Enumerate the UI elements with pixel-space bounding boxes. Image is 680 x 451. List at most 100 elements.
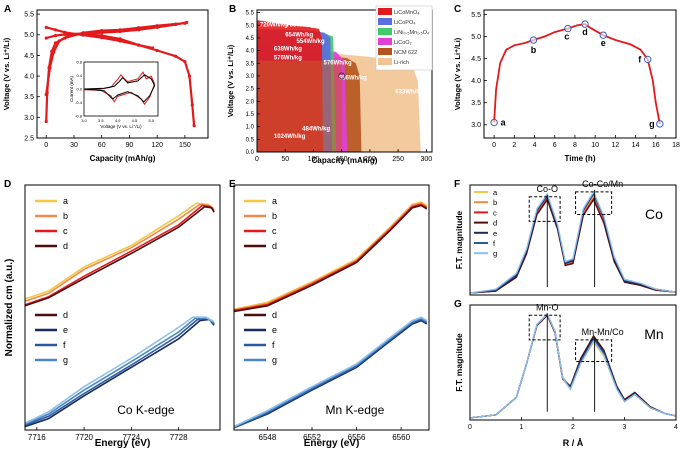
data-point [44, 93, 48, 97]
panel-e: E 6548 6552 6556 6560 Energy (eV) Mn K-edge abc… [229, 179, 430, 449]
panel-letter: F [454, 179, 460, 190]
y-axis-label: F.T. magnitude [454, 333, 464, 392]
data-point [174, 22, 178, 26]
xanes-xtick-label: 6548 [259, 433, 277, 442]
data-point [53, 28, 58, 32]
a-ytick-label: 2.5 [24, 135, 34, 142]
state-marker [564, 24, 572, 33]
x-axis-label: R / Å [563, 438, 584, 448]
x-axis-label: Capacity (mAh/g) [312, 156, 378, 165]
panel-d: D 7716 7720 7724 7728 Energy (eV) Normalized c… [4, 179, 221, 449]
legend-label: c [272, 226, 277, 236]
b-ytick-label: 5.5 [246, 11, 255, 17]
inset-xtick-label: 3.5 [98, 118, 104, 123]
xanes-spectrum [233, 318, 428, 429]
c-xtick-label: 10 [591, 142, 599, 149]
legend-label: d [272, 310, 277, 320]
energy-label: 554Wh/kg [297, 39, 325, 45]
plot-frame [256, 9, 433, 153]
c-xtick-label: 2 [512, 142, 516, 149]
a-ytick-label: 4.0 [24, 74, 34, 81]
data-point [81, 32, 85, 36]
legend-label: g [272, 355, 277, 365]
c-ytick-label: 5.0 [471, 34, 481, 41]
ft-xtick-label: 2 [571, 424, 575, 431]
c-ytick-label: 3.5 [471, 100, 481, 107]
inset-ytick-label: -0.4 [75, 100, 83, 105]
inset-xtick-label: 5.0 [148, 118, 154, 123]
inset-xtick-label: 4.0 [115, 118, 121, 123]
y-axis-label: Voltage (V vs. Li⁺/Li) [226, 44, 235, 117]
a-ytick-label: 4.5 [24, 53, 34, 60]
bond-label: Mn-Mn/Co [582, 327, 624, 337]
a-xtick-label: 0 [44, 142, 48, 149]
data-point [192, 124, 196, 128]
inset-ytick-label: -0.8 [75, 114, 83, 119]
c-ytick-label: 4.0 [471, 78, 481, 85]
xanes-xtick-label: 7720 [75, 433, 93, 442]
a-ytick-label: 3.0 [24, 115, 34, 122]
energy-label: 638Wh/kg [274, 47, 302, 53]
voltage-time-curve [493, 23, 661, 125]
xanes-spectrum [233, 319, 428, 429]
c-xtick-label: 18 [672, 142, 680, 149]
energy-label: 633Wh/kg [395, 90, 423, 96]
ft-spectrum [469, 190, 677, 294]
legend-label: c [493, 208, 497, 217]
legend-label: d [63, 310, 68, 320]
cv-curve [83, 71, 156, 106]
xanes-xtick-label: 6560 [392, 433, 410, 442]
xanes-spectrum [233, 204, 428, 313]
cv-curve [83, 74, 156, 103]
c-xtick-label: 12 [611, 142, 619, 149]
a-xtick-label: 60 [98, 142, 106, 149]
legend-label: f [493, 239, 496, 248]
energy-label: 785Wh/kg [286, 22, 314, 28]
data-point [52, 50, 56, 54]
data-point [137, 43, 141, 47]
bond-label: Co-O [536, 184, 558, 194]
energy-label: 484Wh/kg [302, 126, 330, 132]
energy-density-block [257, 60, 342, 152]
ft-spectrum [469, 313, 677, 419]
element-label: Mn [644, 326, 663, 342]
state-label: e [601, 38, 606, 48]
plot-frame [36, 9, 209, 139]
data-point [174, 54, 178, 58]
data-point [118, 28, 122, 32]
energy-label: 654Wh/kg [285, 33, 313, 39]
data-point [183, 60, 187, 64]
c-xtick-label: 8 [573, 142, 577, 149]
x-axis-label: Capacity (mAh/g) [90, 154, 156, 163]
ft-xtick-label: 1 [520, 424, 524, 431]
panel-letter: E [229, 179, 236, 190]
energy-label: 686Wh/kg [339, 76, 367, 82]
state-marker [656, 120, 664, 128]
data-point [190, 103, 194, 107]
legend-swatch [378, 28, 392, 35]
bond-label: Mn-O [536, 302, 559, 312]
state-label: f [638, 54, 642, 64]
state-marker [644, 55, 652, 64]
data-point [155, 48, 159, 53]
b-xtick-label: 0 [255, 156, 259, 163]
xanes-spectrum [233, 201, 428, 310]
plot-frame [483, 9, 677, 139]
b-xtick-label: 200 [364, 156, 376, 163]
xanes-spectrum [233, 203, 428, 312]
data-point [155, 24, 159, 28]
inset-x-label: Voltage (V vs. Li⁺/Li) [100, 124, 142, 129]
legend-label: d [272, 241, 277, 251]
legend-label: Li-rich [394, 60, 409, 66]
y-axis-label: F.T. magnitude [454, 210, 464, 269]
c-xtick-label: 4 [533, 142, 537, 149]
x-axis-label: Energy (eV) [95, 438, 151, 449]
xanes-xtick-label: 7716 [28, 433, 46, 442]
xanes-spectrum [24, 316, 215, 424]
edge-label: Co K-edge [117, 403, 175, 417]
legend-label: LiCoO₂ [394, 40, 412, 46]
data-point [100, 34, 104, 38]
state-label: a [501, 118, 507, 128]
ft-spectrum [469, 198, 677, 294]
panel-letter: B [229, 4, 236, 15]
